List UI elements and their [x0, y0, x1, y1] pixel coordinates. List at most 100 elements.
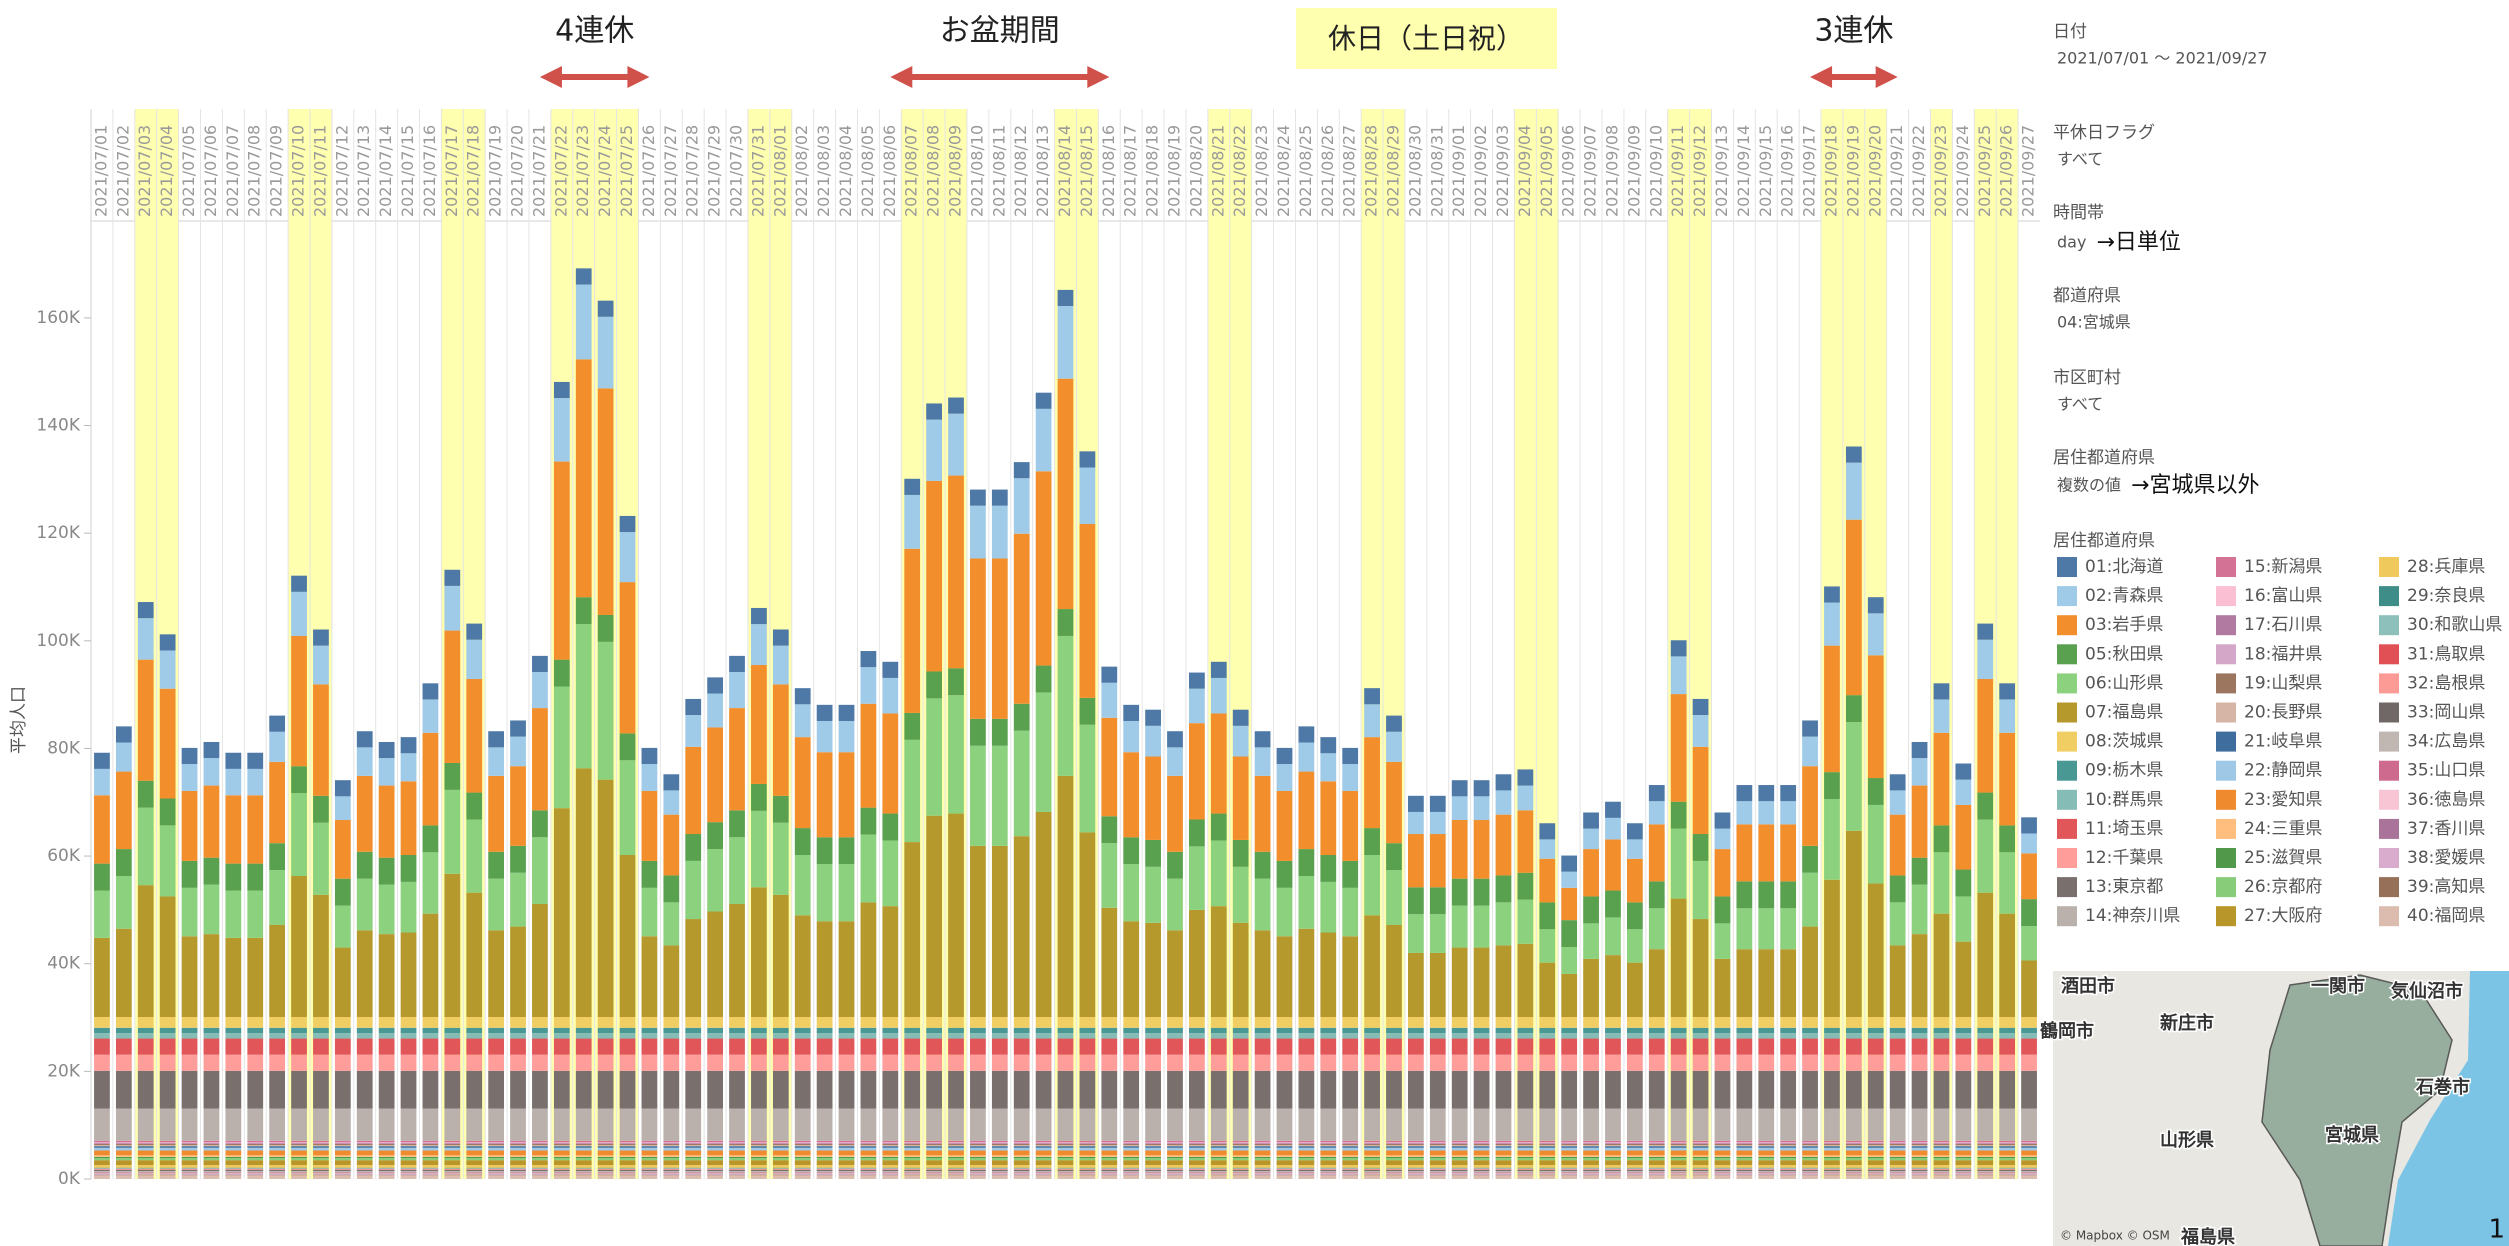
bar-segment — [334, 796, 351, 821]
bar-segment — [1933, 1146, 1950, 1148]
bar-segment — [1407, 1173, 1424, 1175]
bar-segment — [400, 781, 417, 856]
bar-segment — [1298, 1147, 1315, 1151]
bar-segment — [597, 316, 614, 389]
bar-segment — [378, 1150, 395, 1156]
bar-segment — [137, 1054, 154, 1071]
bar-segment — [1955, 1140, 1972, 1143]
legend-swatch — [2057, 644, 2077, 665]
bar-segment — [926, 1170, 942, 1173]
bar-segment — [816, 1175, 833, 1179]
legend-label: 19:山梨県 — [2244, 673, 2322, 693]
bar-segment — [1123, 1172, 1140, 1174]
bar-segment — [685, 1174, 702, 1176]
bar-segment — [1254, 1155, 1271, 1157]
bar-segment — [1714, 1165, 1731, 1168]
bar-segment — [203, 1175, 220, 1179]
bar-segment — [1561, 1160, 1578, 1166]
bar-segment — [1955, 1168, 1972, 1170]
bar-segment — [1342, 1140, 1359, 1143]
bar-segment — [444, 762, 461, 790]
bar-segment — [1101, 717, 1118, 817]
bar-segment — [1364, 1169, 1380, 1171]
bar-segment — [641, 1155, 658, 1157]
bar-segment — [1911, 1027, 1928, 1034]
bar-segment — [1298, 1175, 1315, 1179]
bar-segment — [181, 1156, 198, 1159]
bar-segment — [94, 1173, 110, 1175]
bar-segment — [1298, 1142, 1315, 1143]
bar-segment — [882, 1168, 899, 1169]
bar-segment — [313, 795, 329, 823]
bar-segment — [1057, 1175, 1074, 1179]
bar-segment — [313, 1158, 329, 1161]
bar-segment — [794, 1142, 811, 1144]
bar-segment — [641, 1054, 658, 1071]
bar-segment — [247, 1174, 264, 1175]
bar-segment — [729, 1147, 745, 1151]
bar-segment — [313, 1027, 329, 1034]
bar-segment — [772, 1169, 789, 1171]
bar-segment — [1845, 1169, 1862, 1171]
bar-segment — [1955, 1172, 1972, 1174]
bar-segment — [2021, 1142, 2037, 1144]
bar-segment — [1145, 1173, 1161, 1174]
bar-segment — [1889, 1142, 1906, 1144]
bar-segment — [466, 1158, 483, 1161]
filter-title: 居住都道府県 — [2053, 448, 2155, 468]
bar-segment — [1605, 1143, 1621, 1145]
bar-segment — [510, 845, 526, 873]
bar-segment — [115, 1158, 132, 1161]
bar-segment — [1517, 1169, 1534, 1171]
bar-segment — [1276, 1168, 1293, 1170]
bar-segment — [269, 1173, 286, 1175]
bar-segment — [794, 1146, 811, 1148]
bar-segment — [1145, 756, 1161, 840]
bar-segment — [838, 1142, 855, 1143]
bar-segment — [597, 779, 614, 1018]
bar-segment — [1079, 1027, 1096, 1034]
bar-segment — [1320, 1070, 1337, 1109]
bar-segment — [466, 1168, 483, 1170]
bar-segment — [1977, 1168, 1994, 1170]
bar-segment — [1999, 1170, 2016, 1173]
bar-segment — [1561, 855, 1578, 872]
bar-segment — [1977, 1038, 1994, 1055]
bar-segment — [532, 1169, 548, 1170]
bar-segment — [1407, 1174, 1424, 1175]
bar-segment — [751, 1173, 767, 1174]
bar-segment — [1670, 1145, 1687, 1147]
bar-segment — [1561, 1173, 1578, 1174]
bar-segment — [553, 1160, 570, 1166]
bar-segment — [1232, 1038, 1249, 1055]
bar-segment — [1057, 1017, 1074, 1028]
bar-segment — [597, 1146, 614, 1148]
bar-segment — [1911, 1156, 1928, 1159]
bar-segment — [247, 1070, 264, 1109]
bar-segment — [1648, 1147, 1665, 1151]
bar-segment — [269, 1070, 286, 1109]
bar-segment — [1386, 761, 1402, 844]
bar-segment — [970, 1172, 986, 1174]
x-tick-label: 2021/08/01 — [770, 125, 789, 217]
bar-segment — [575, 359, 592, 598]
bar-segment — [247, 1143, 264, 1145]
bar-segment — [1057, 609, 1074, 636]
bar-segment — [751, 1169, 767, 1171]
bar-segment — [1911, 1145, 1928, 1147]
bar-segment — [247, 1168, 264, 1169]
bar-segment — [159, 1146, 176, 1148]
bar-segment — [707, 1147, 724, 1151]
x-tick-label: 2021/09/20 — [1865, 125, 1884, 217]
bar-segment — [882, 713, 899, 814]
bar-segment — [1232, 1174, 1249, 1176]
bar-segment — [1977, 1140, 1994, 1143]
bar-segment — [1013, 1142, 1030, 1144]
bar-segment — [203, 1147, 220, 1151]
bar-segment — [444, 1158, 461, 1161]
bar-segment — [729, 1108, 745, 1141]
bar-segment — [291, 1167, 307, 1169]
bar-segment — [400, 1168, 417, 1169]
bar-segment — [1298, 1155, 1315, 1157]
bar-segment — [1977, 1147, 1994, 1151]
